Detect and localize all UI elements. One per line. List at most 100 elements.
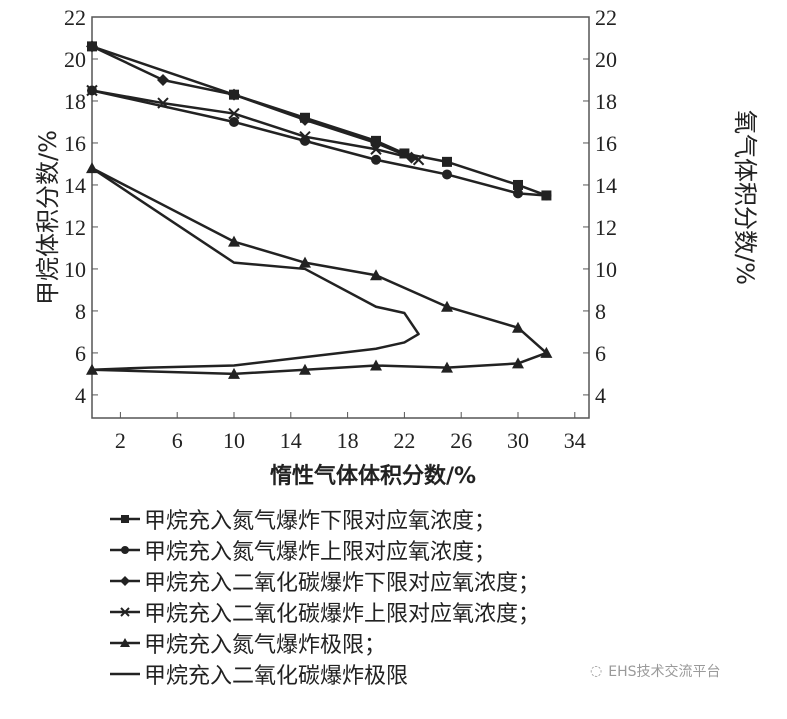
y2-tick-label: 6 [595,341,606,366]
plot-frame [91,16,590,419]
legend: 甲烷充入氮气爆炸下限对应氧浓度； 甲烷充入氮气爆炸上限对应氧浓度； 甲烷充入二氧化碳… [108,503,540,689]
marker-x [228,107,240,120]
series-line [91,45,547,197]
y-tick-label: 14 [64,173,86,198]
marker-square [121,514,129,523]
legend-swatch [110,606,140,617]
y2-tick-label: 4 [595,383,606,408]
marker-x [157,97,169,109]
series-line [91,167,420,371]
wechat-icon: ◌ [590,663,603,679]
marker-triangle [512,321,524,333]
marker-circle [513,188,523,199]
y2-axis-label: 氧气体积分数/% [730,110,759,285]
x-tick-label: 22 [393,428,415,453]
y2-tick-label: 16 [595,131,617,156]
legend-label: 甲烷充入二氧化碳爆炸上限对应氧浓度； [144,601,541,627]
y2-tick-label: 22 [595,5,617,30]
marker-circle [121,545,129,554]
marker-triangle [540,346,553,358]
y-tick-label: 18 [64,89,86,114]
x-axis-label: 惰性气体体积分数/% [270,464,477,489]
x-tick-label: 6 [172,428,183,453]
marker-circle [229,116,239,127]
y-tick-label: 8 [75,299,86,324]
legend-item: 甲烷充入氮气爆炸极限； [108,627,540,658]
marker-circle [541,190,552,201]
x-tick-label: 34 [564,428,586,453]
legend-swatch [110,672,140,675]
watermark-text: EHS技术交流平台 [608,664,721,680]
marker-triangle [228,235,240,247]
marker-triangle [370,359,382,371]
marker-x [412,154,425,166]
marker-square [513,179,523,190]
marker-triangle [299,363,311,375]
x-tick-label: 14 [280,428,302,453]
marker-diamond [157,73,169,86]
y2-tick-label: 20 [595,47,617,72]
legend-swatch [110,545,140,554]
y2-tick-label: 12 [595,215,617,240]
x-tick-label: 30 [507,428,529,453]
marker-diamond [120,575,130,586]
legend-swatch [110,575,140,586]
marker-circle [371,154,381,165]
series-1 [87,41,552,201]
y-tick-label: 4 [75,383,86,408]
legend-label: 甲烷充入二氧化碳爆炸下限对应氧浓度； [144,570,541,596]
marker-diamond [228,88,240,101]
watermark: ◌ EHS技术交流平台 [590,661,720,681]
marker-x [299,130,311,143]
marker-diamond [299,113,311,126]
y2-tick-label: 8 [595,299,606,324]
series-4 [86,84,425,166]
legend-label: 甲烷充入氮气爆炸下限对应氧浓度； [144,508,497,534]
marker-x [370,143,382,155]
y2-tick-label: 18 [595,89,617,114]
legend-item: 甲烷充入氮气爆炸上限对应氧浓度； [108,534,540,565]
marker-triangle [512,357,524,369]
marker-diamond [86,40,98,53]
legend-swatch [110,637,140,647]
y-axis-label: 甲烷体积分数/% [33,130,62,305]
y-tick-label: 22 [64,5,86,30]
marker-triangle [120,637,130,647]
legend-label: 甲烷充入氮气爆炸上限对应氧浓度； [144,539,497,565]
marker-triangle [370,269,382,281]
y-tick-label: 6 [75,341,86,366]
legend-label: 甲烷充入二氧化碳爆炸极限 [144,663,409,689]
x-tick-label: 18 [337,428,359,453]
series-3 [86,40,418,164]
marker-circle [442,169,452,180]
legend-swatch [110,514,140,523]
marker-triangle [299,256,311,268]
x-tick-label: 10 [223,428,245,453]
y2-tick-label: 14 [595,173,617,198]
marker-square [442,156,452,167]
marker-triangle [228,367,240,379]
y-tick-label: 10 [64,257,86,282]
x-tick-label: 26 [450,428,472,453]
y2-tick-label: 10 [595,257,617,282]
series-5 [86,162,553,379]
series-line [91,167,548,376]
series-6 [91,167,420,371]
series-line [91,89,419,161]
legend-item: 甲烷充入二氧化碳爆炸下限对应氧浓度； [108,565,540,596]
legend-item: 甲烷充入二氧化碳爆炸极限 [108,658,540,689]
legend-item: 甲烷充入氮气爆炸下限对应氧浓度； [108,503,540,534]
y-tick-label: 20 [64,47,86,72]
marker-x [86,84,98,97]
x-tick-label: 2 [115,428,126,453]
legend-item: 甲烷充入二氧化碳爆炸上限对应氧浓度； [108,596,540,627]
series-line [91,45,412,159]
legend-label: 甲烷充入氮气爆炸极限； [144,632,387,658]
y-tick-label: 12 [64,215,86,240]
y-tick-label: 16 [64,131,86,156]
marker-triangle [441,361,453,373]
marker-x [120,606,130,617]
marker-triangle [441,300,453,312]
